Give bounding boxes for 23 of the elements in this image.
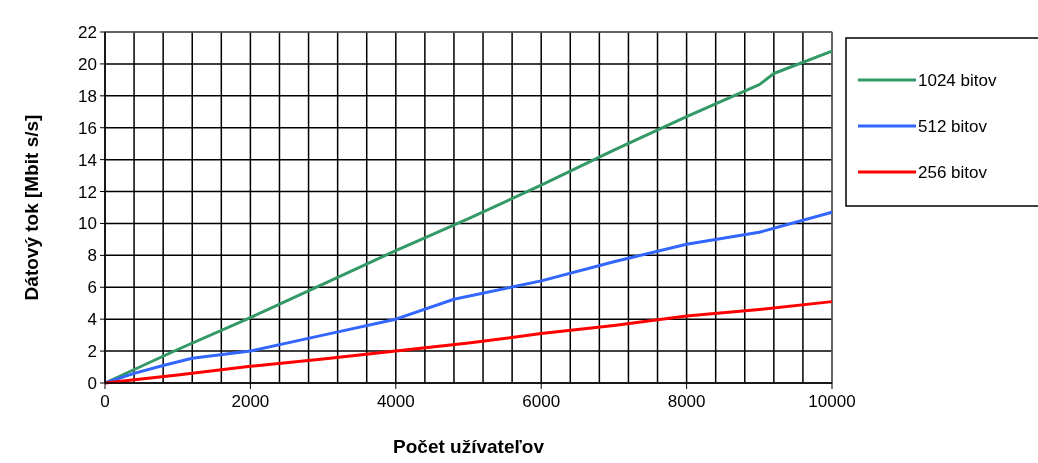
y-tick-label: 2 [87, 342, 97, 362]
legend-label: 1024 bitov [918, 71, 997, 90]
x-tick-label: 4000 [376, 392, 415, 411]
y-tick-label: 4 [87, 310, 97, 330]
legend-label: 512 bitov [918, 117, 988, 136]
y-tick-label: 8 [87, 246, 97, 266]
x-tick-label: 10000 [808, 392, 856, 411]
y-tick-label: 14 [78, 150, 97, 170]
x-tick-label: 6000 [522, 392, 561, 411]
x-tick-label: 8000 [667, 392, 706, 411]
y-tick-label: 10 [78, 214, 97, 234]
y-tick-label: 20 [78, 54, 97, 74]
legend-label: 256 bitov [918, 163, 988, 182]
x-axis-title: Počet užívateľov [393, 436, 545, 457]
y-tick-label: 16 [78, 118, 97, 138]
y-tick-label: 22 [78, 23, 97, 42]
y-tick-label: 0 [87, 374, 97, 393]
y-axis-title: Dátový tok [Mbit s/s] [21, 114, 42, 301]
y-tick-label: 18 [78, 86, 97, 106]
y-tick-label: 12 [78, 182, 97, 202]
x-tick-label: 2000 [231, 392, 270, 411]
y-tick-label: 6 [87, 278, 97, 298]
x-tick-label: 0 [100, 392, 110, 411]
